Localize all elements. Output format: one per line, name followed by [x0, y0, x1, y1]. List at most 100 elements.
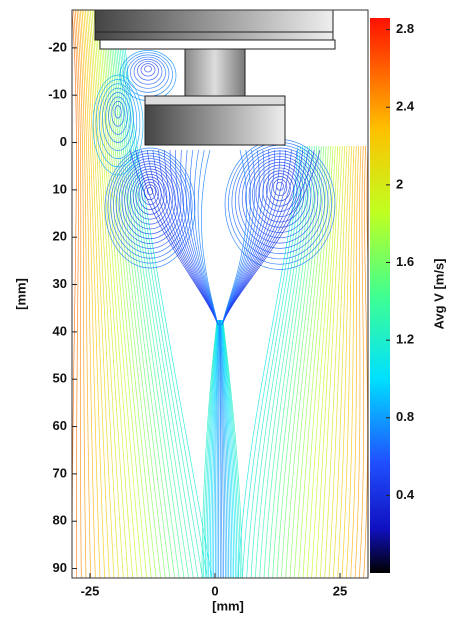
streamline [74, 10, 82, 578]
streamline [214, 319, 220, 578]
vortex-streamline [95, 79, 141, 168]
streamline [221, 319, 235, 578]
streamline [222, 319, 241, 578]
streamline [220, 319, 230, 578]
streamline [263, 145, 313, 578]
y-tick-label: 0 [60, 134, 67, 149]
vortex-streamline [144, 65, 152, 73]
streamline [298, 145, 332, 578]
y-axis-label: [mm] [13, 278, 28, 310]
streamline [246, 145, 304, 578]
streamline [280, 145, 322, 578]
y-tick-label: 10 [53, 181, 67, 196]
streamline [221, 149, 248, 326]
y-tick-label: 20 [53, 229, 67, 244]
vortex-streamline [133, 58, 163, 85]
streamline [213, 319, 220, 578]
streamline [221, 319, 238, 578]
x-tick-label: 0 [211, 583, 218, 598]
streamline [98, 10, 148, 578]
plot-frame [71, 9, 369, 579]
streamline [219, 319, 225, 578]
streamline [94, 10, 138, 578]
streamline [119, 10, 208, 578]
streamline [220, 319, 231, 578]
streamline [254, 145, 308, 578]
streamline [328, 145, 348, 578]
vortex-streamline [111, 100, 125, 127]
y-tick-label: 50 [53, 371, 67, 386]
vortex-streamline [126, 54, 170, 93]
streamline [306, 145, 336, 578]
streamline [272, 145, 318, 578]
vortex-streamline [98, 83, 138, 160]
streamline [209, 319, 219, 578]
streamline [79, 10, 96, 578]
streamline [350, 145, 360, 578]
vortex-streamline [124, 166, 176, 235]
vortex-streamline [121, 163, 179, 240]
vortex-streamline [140, 63, 156, 77]
streamline [366, 145, 368, 578]
colorbar [370, 18, 390, 573]
vortex-streamline [102, 87, 134, 151]
y-tick-label: -20 [48, 39, 67, 54]
y-tick-label: 60 [53, 418, 67, 433]
vortex-streamline [269, 176, 291, 202]
x-tick-label: -25 [81, 583, 100, 598]
streamline [237, 145, 299, 578]
nozzle [94, 9, 336, 146]
streamline [86, 10, 115, 578]
streamline [88, 10, 120, 578]
streamline [111, 10, 185, 578]
colorbar-tick-label: 0.8 [396, 409, 414, 424]
streamline [219, 319, 223, 578]
streamline [73, 10, 79, 578]
streamline [76, 10, 87, 578]
streamline [220, 319, 226, 578]
y-tick-label: -10 [48, 87, 67, 102]
vortex-streamline [108, 96, 128, 135]
vortex-streamline [129, 171, 171, 225]
streamline [358, 145, 365, 578]
colorbar-tick-label: 2.8 [396, 21, 414, 36]
streamline [259, 145, 311, 578]
streamline [221, 319, 236, 578]
streamline [106, 10, 171, 578]
streamline [208, 319, 219, 578]
y-tick-label: 80 [53, 513, 67, 528]
streamline [113, 10, 190, 578]
streamline [220, 319, 228, 578]
streamline [276, 145, 320, 578]
streamline [96, 10, 143, 578]
colorbar-tick-label: 0.4 [396, 487, 415, 502]
streamline [211, 319, 219, 578]
streamline [103, 10, 162, 578]
vortex-streamline [114, 105, 122, 119]
streamline [89, 10, 124, 578]
vortex-streamline [272, 178, 288, 196]
streamline [222, 319, 240, 578]
streamline [216, 319, 220, 578]
streamline [218, 319, 220, 578]
streamline [72, 10, 77, 578]
streamline [289, 145, 327, 578]
streamline [311, 145, 339, 578]
streamline [302, 145, 334, 578]
streamline [109, 10, 180, 578]
streamline [293, 145, 329, 578]
x-axis-label: [mm] [212, 598, 244, 613]
streamline [221, 319, 233, 578]
streamline [84, 10, 110, 578]
y-tick-label: 70 [53, 465, 67, 480]
streamline [354, 145, 362, 578]
streamline [81, 10, 101, 578]
streamline [91, 10, 129, 578]
colorbar-tick-label: 2 [396, 176, 403, 191]
streamline [324, 145, 346, 578]
vortex-streamline [130, 56, 166, 89]
y-tick-label: 90 [53, 560, 67, 575]
vortex-streamline [265, 173, 295, 207]
streamline [206, 319, 219, 578]
vortex-streamline [107, 150, 193, 264]
